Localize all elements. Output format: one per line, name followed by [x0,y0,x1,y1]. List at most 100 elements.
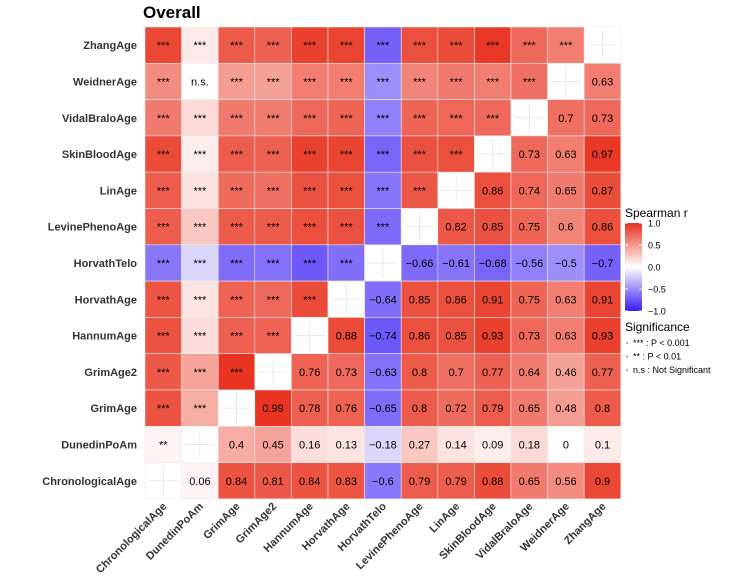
correlation-value-label: 0.63 [555,149,576,161]
significance-label: *** [450,76,464,88]
significance-label: *** [413,76,427,88]
correlation-value-label: 0.8 [412,403,427,415]
significance-label: *** [486,113,500,125]
correlation-value-label: 0.48 [555,403,576,415]
significance-label: *** [230,222,244,234]
y-tick-label: VidalBraloAge [62,113,137,125]
heatmap-cell-SkinBloodAge-HorvathAge [327,135,365,173]
heatmap-cell-ChronologicalAge-GrimAge2 [254,462,292,500]
significance-label: *** [303,294,317,306]
correlation-value-label: −0.68 [479,258,507,270]
heatmap-cell-HorvathTelo-WeidnerAge [547,244,585,282]
heatmap-cell-ZhangAge-SkinBloodAge [474,26,512,64]
heatmap-cell-HannumAge-VidalBraloAge [510,317,548,354]
correlation-value-label: −0.56 [515,258,543,270]
correlation-value-label: 0.79 [482,403,503,415]
heatmap-cell-GrimAge-ChronologicalAge [144,389,182,427]
correlation-value-label: 0.65 [555,185,576,197]
y-tick-label: LinAge [100,185,137,197]
correlation-value-label: −0.61 [442,258,470,270]
correlation-value-label: 0.88 [336,331,357,343]
heatmap-cell-VidalBraloAge-GrimAge [217,99,256,137]
significance-label: *** [157,331,171,343]
correlation-value-label: 0.6 [558,222,573,234]
correlation-value-label: 0.63 [555,294,576,306]
significance-legend-item: ** : P < 0.01 [633,352,681,362]
heatmap-cell-labels: *** *** *** *** *** *** *** *** *** *** *** *** *** n… [157,40,613,488]
correlation-value-label: 0.83 [336,476,357,488]
heatmap-cell-WeidnerAge-ChronologicalAge [144,62,182,100]
significance-label: *** [303,222,317,234]
heatmap-cell-HorvathTelo-DunedinPoAm [181,244,219,282]
heatmap-cell-WeidnerAge-GrimAge2 [254,62,292,100]
significance-label: *** [157,367,171,379]
significance-label: ** [159,439,168,451]
correlation-value-label: 0.86 [445,294,466,306]
heatmap-cell-GrimAge-ZhangAge [583,389,622,427]
heatmap-cell-LinAge-DunedinPoAm [181,171,219,209]
heatmap-cell-HannumAge-DunedinPoAm [181,317,219,354]
heatmap-cell-LinAge-HorvathAge [327,171,365,209]
correlation-value-label: 0.88 [482,476,503,488]
y-tick-label: ZhangAge [83,40,137,52]
significance-label: *** [267,185,281,197]
heatmap-cell-HorvathTelo-ZhangAge [583,244,622,282]
heatmap-cell-LevinePhenoAge-VidalBraloAge [510,208,548,246]
color-legend-tick-label: 1.0 [648,219,661,229]
correlation-value-label: 0.93 [592,331,613,343]
color-legend-tick-label: 0.0 [648,263,661,273]
correlation-value-label: 0.97 [592,149,613,161]
significance-label: *** [157,403,171,415]
heatmap-cell-SkinBloodAge-DunedinPoAm [181,135,219,173]
heatmap-cell-VidalBraloAge-ChronologicalAge [144,99,182,137]
significance-label: *** [413,149,427,161]
color-legend-tick-label: −1.0 [648,307,666,317]
y-tick-label: HannumAge [72,331,137,343]
x-tick-label: LinAge [427,501,462,536]
correlation-value-label: 0.87 [592,185,613,197]
heatmap-cell-ChronologicalAge-HannumAge [291,462,329,500]
significance-label: *** [193,367,207,379]
heatmap-cell-ZhangAge-DunedinPoAm [181,26,219,64]
significance-label: *** [267,40,281,52]
significance-label: *** [340,185,354,197]
heatmap-cell-ZhangAge-GrimAge [217,26,256,64]
heatmap-cell-HorvathTelo-HannumAge [291,244,329,282]
correlation-value-label: 0.79 [409,476,430,488]
correlation-value-label: 0.8 [595,403,610,415]
heatmap-cell-SkinBloodAge-ZhangAge [583,135,622,173]
significance-label: *** [193,113,207,125]
heatmap-cell-WeidnerAge-LinAge [437,62,475,100]
heatmap-cell-ZhangAge-LevinePhenoAge [400,26,439,64]
significance-label: *** [230,367,244,379]
correlation-value-label: 0.72 [445,403,466,415]
correlation-value-label: 0.14 [445,439,466,451]
heatmap-cell-HannumAge-WeidnerAge [547,317,585,354]
correlation-value-label: 0.85 [409,294,430,306]
heatmap-cell-ZhangAge-WeidnerAge [547,26,585,64]
y-tick-label: WeidnerAge [73,76,137,88]
correlation-value-label: −0.6 [372,476,394,488]
heatmap-cell-SkinBloodAge-GrimAge2 [254,135,292,173]
heatmap-cell-HorvathAge-SkinBloodAge [474,280,512,318]
heatmap-cell-GrimAge2-ZhangAge [583,353,622,391]
significance-label: *** [376,76,390,88]
heatmap-cell-DunedinPoAm-HorvathTelo [364,425,402,463]
correlation-value-label: −0.65 [369,403,397,415]
correlation-value-label: 0.84 [299,476,320,488]
heatmap-cell-LinAge-ZhangAge [583,171,622,209]
significance-label: *** [413,113,427,125]
significance-label: *** [450,40,464,52]
heatmap-cell-LinAge-VidalBraloAge [510,171,548,209]
heatmap-cell-DunedinPoAm-WeidnerAge [547,425,585,463]
heatmap-cell-DunedinPoAm-HannumAge [291,425,329,463]
significance-label: *** [559,40,573,52]
significance-label: *** [376,222,390,234]
y-tick-label: HorvathAge [75,294,137,306]
significance-label: *** [230,40,244,52]
correlation-value-label: 0.77 [592,367,613,379]
significance-label: *** [340,222,354,234]
significance-label: *** [157,258,171,270]
heatmap-cell-VidalBraloAge-HannumAge [291,99,329,137]
